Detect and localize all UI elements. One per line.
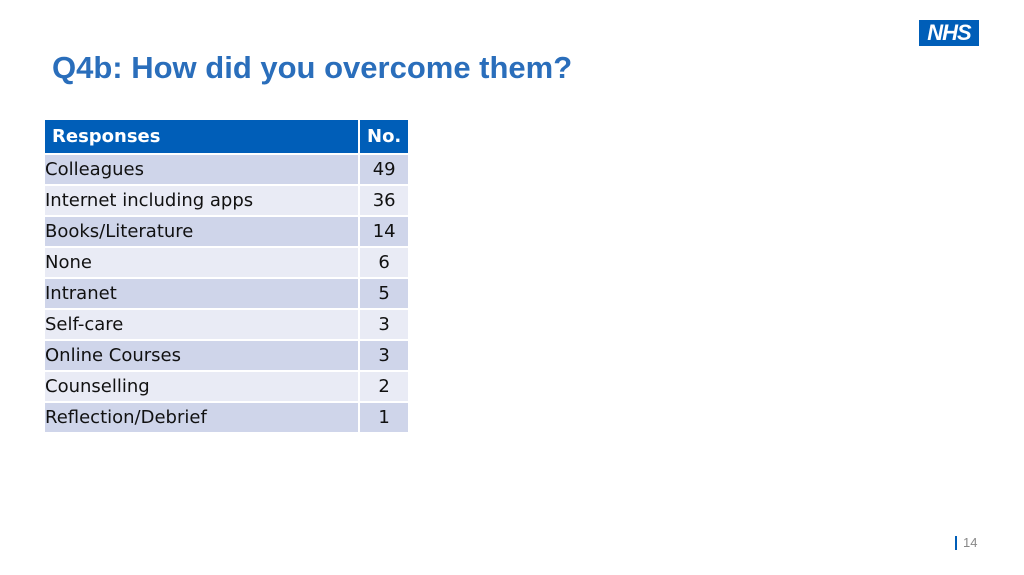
table-body: Colleagues 49 Internet including apps 36 Boo… bbox=[45, 153, 411, 432]
table-row: Reflection/Debrief 1 bbox=[45, 401, 411, 432]
response-cell: Reflection/Debrief bbox=[45, 401, 360, 432]
page-number: 14 bbox=[955, 536, 977, 550]
count-cell: 1 bbox=[359, 401, 411, 432]
response-cell: Counselling bbox=[45, 370, 360, 402]
responses-table: Responses No. Colleagues 49 Internet includi… bbox=[45, 120, 411, 432]
column-header: No. bbox=[359, 120, 411, 154]
count-cell: 3 bbox=[359, 339, 411, 371]
response-cell: Intranet bbox=[45, 277, 360, 309]
count-cell: 2 bbox=[359, 370, 411, 402]
count-cell: 5 bbox=[359, 277, 411, 309]
table-row: Self-care 3 bbox=[45, 308, 411, 340]
slide-title: Q4b: How did you overcome them? bbox=[52, 50, 573, 85]
table-row: Internet including apps 36 bbox=[45, 184, 411, 216]
header-row: Responses No. bbox=[45, 120, 411, 154]
response-cell: None bbox=[45, 246, 360, 278]
count-cell: 49 bbox=[359, 153, 411, 185]
response-cell: Colleagues bbox=[45, 153, 360, 185]
response-cell: Online Courses bbox=[45, 339, 360, 371]
nhs-logo: NHS bbox=[919, 20, 979, 46]
table-row: Counselling 2 bbox=[45, 370, 411, 402]
count-cell: 3 bbox=[359, 308, 411, 340]
column-header: Responses bbox=[45, 120, 360, 154]
table-row: Intranet 5 bbox=[45, 277, 411, 309]
table-row: Online Courses 3 bbox=[45, 339, 411, 371]
count-cell: 14 bbox=[359, 215, 411, 247]
count-cell: 36 bbox=[359, 184, 411, 216]
response-cell: Self-care bbox=[45, 308, 360, 340]
table-row: Books/Literature 14 bbox=[45, 215, 411, 247]
count-cell: 6 bbox=[359, 246, 411, 278]
response-cell: Internet including apps bbox=[45, 184, 360, 216]
table-row: Colleagues 49 bbox=[45, 153, 411, 185]
response-cell: Books/Literature bbox=[45, 215, 360, 247]
table-row: None 6 bbox=[45, 246, 411, 278]
